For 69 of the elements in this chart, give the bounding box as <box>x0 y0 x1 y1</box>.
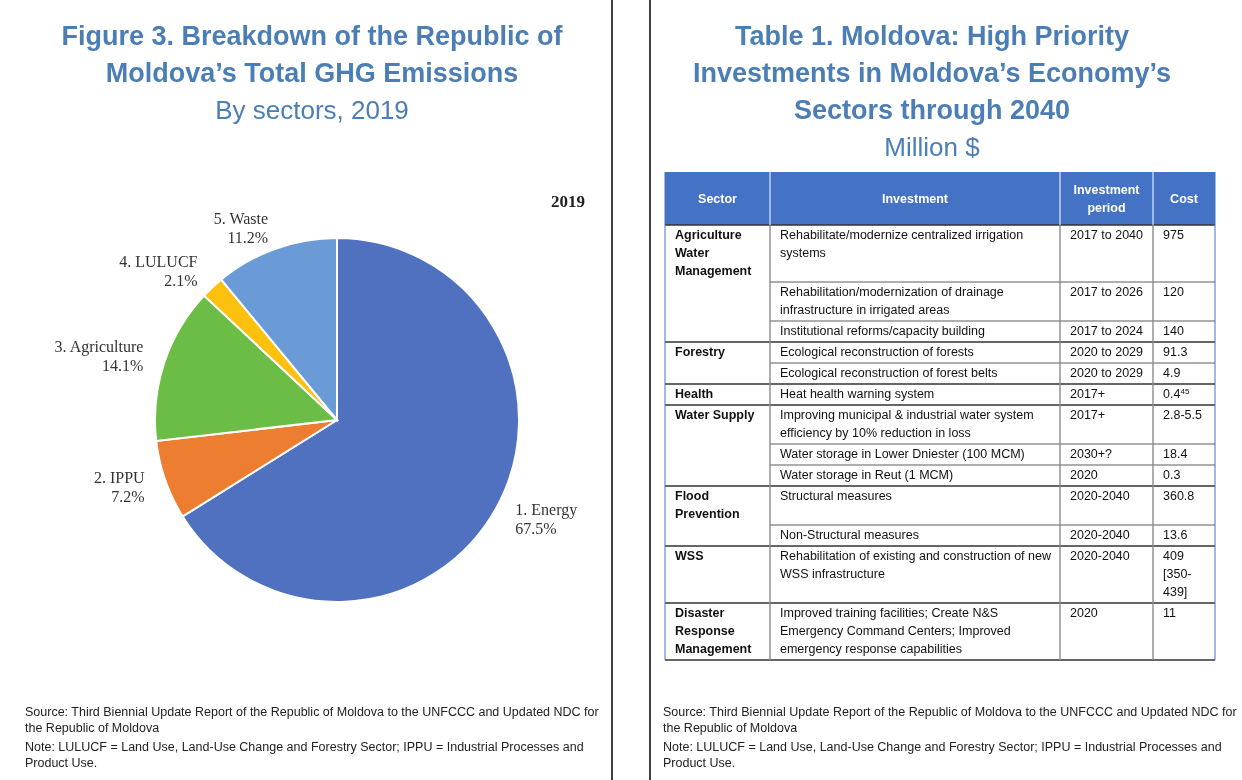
text: 2017 to 2024 <box>1070 324 1143 338</box>
text: Rehabilitation/modernization of drainage infrastructure in irrigated areas <box>780 285 1004 317</box>
text: Note: LULUCF = Land Use, Land-Use Change and Forestry Sector; IPPU = Industrial Processes and Product Use. <box>25 740 584 770</box>
text: Ecological reconstruction of forest belts <box>780 366 998 380</box>
text: 2020 <box>1070 606 1098 620</box>
text: 0.4$^{45}$ <box>1163 386 1190 401</box>
text: 18.4 <box>1163 447 1188 461</box>
category-label: Investment period <box>1073 182 1141 215</box>
text: Health <box>675 387 714 401</box>
text: Note: LULUCF = Land Use, Land-Use Change and Forestry Sector; IPPU = Industrial Processes and Product Use. <box>663 740 1222 770</box>
text: Institutional reforms/capacity building <box>780 324 985 338</box>
data-label: 14.1% <box>102 357 144 375</box>
data-label: 67.5% <box>515 519 557 537</box>
slice-label: 2. IPPU <box>93 469 146 487</box>
chart-title: Figure 3. Breakdown of the Republic of Moldova’s Total GHG Emissions <box>61 21 564 88</box>
source-note: Source: Third Biennial Update Report of the Republic of Moldova to the UNFCCC and Updated NDC for the Republic of Moldova <box>663 705 1237 735</box>
slice-label: 4. LULUCF <box>119 253 198 271</box>
source-note: Source: Third Biennial Update Report of the Republic of Moldova to the UNFCCC and Updated NDC for the Republic of Moldova <box>25 705 599 735</box>
chart-subtitle: By sectors, 2019 <box>215 95 409 125</box>
text: Table 1. Moldova: High Priority Investments in Moldova’s Economy’s Sectors through 2040 <box>692 21 1172 125</box>
text: 2020-2040 <box>1070 489 1130 503</box>
text: 2020 to 2029 <box>1070 366 1143 380</box>
category-label: Sector <box>698 191 738 206</box>
text: 2019 <box>551 192 585 211</box>
text: Rehabilitation of existing and construction of new WSS infrastructure <box>780 549 1051 581</box>
text: Water storage in Reut (1 MCM) <box>780 468 954 482</box>
text: 2017+ <box>1070 387 1106 401</box>
text: Improving municipal & industrial water system efficiency by 10% reduction in loss <box>780 408 1034 440</box>
text: Rehabilitate/modernize centralized irrigation systems <box>780 228 1024 260</box>
category-label: Investment <box>882 191 949 206</box>
text: 140 <box>1163 324 1184 338</box>
slice-label: 3. Agriculture <box>54 338 144 357</box>
text: Structural measures <box>780 489 892 503</box>
text: 2017 to 2026 <box>1070 285 1143 299</box>
text: 11 <box>1163 606 1176 620</box>
text: 2020 <box>1070 468 1098 482</box>
text: 409 [350-439] <box>1163 549 1192 599</box>
text: 975 <box>1163 228 1184 242</box>
text: 13.6 <box>1163 528 1188 542</box>
slice-label: 1. Energy <box>515 500 578 519</box>
text: Water Supply <box>675 408 755 422</box>
category-label: Cost <box>1170 191 1199 206</box>
text: 360.8 <box>1163 489 1195 503</box>
data-label: 11.2% <box>227 229 269 247</box>
text: Non-Structural measures <box>780 528 919 542</box>
text: 2020-2040 <box>1070 549 1130 563</box>
text: Heat health warning system <box>780 387 935 401</box>
text: Improved training facilities; Create N&S Emergency Command Centers; Improved emergency response capabilities <box>780 606 1011 656</box>
text: 2020 to 2029 <box>1070 345 1143 359</box>
text: 2020-2040 <box>1070 528 1130 542</box>
text: 120 <box>1163 285 1184 299</box>
text: 2017+ <box>1070 408 1106 422</box>
text: Million $ <box>884 132 981 162</box>
text: WSS <box>675 549 704 563</box>
data-label: 2.1% <box>164 272 198 290</box>
text: Flood Prevention <box>675 489 740 521</box>
slice-label: 5. Waste <box>213 210 269 228</box>
text: 4.9 <box>1163 366 1181 380</box>
text: 0.3 <box>1163 468 1181 482</box>
text: 91.3 <box>1163 345 1188 359</box>
text: Forestry <box>675 345 726 359</box>
text: Ecological reconstruction of forests <box>780 345 974 359</box>
text: Water storage in Lower Dniester (100 MCM) <box>780 447 1025 461</box>
text: Agriculture Water Management <box>675 228 752 278</box>
text: Disaster Response Management <box>675 606 752 656</box>
data-label: 7.2% <box>111 488 145 506</box>
text: 2017 to 2040 <box>1070 228 1143 242</box>
text: 2030+? <box>1070 447 1113 461</box>
text: 2.8-5.5 <box>1163 408 1202 422</box>
